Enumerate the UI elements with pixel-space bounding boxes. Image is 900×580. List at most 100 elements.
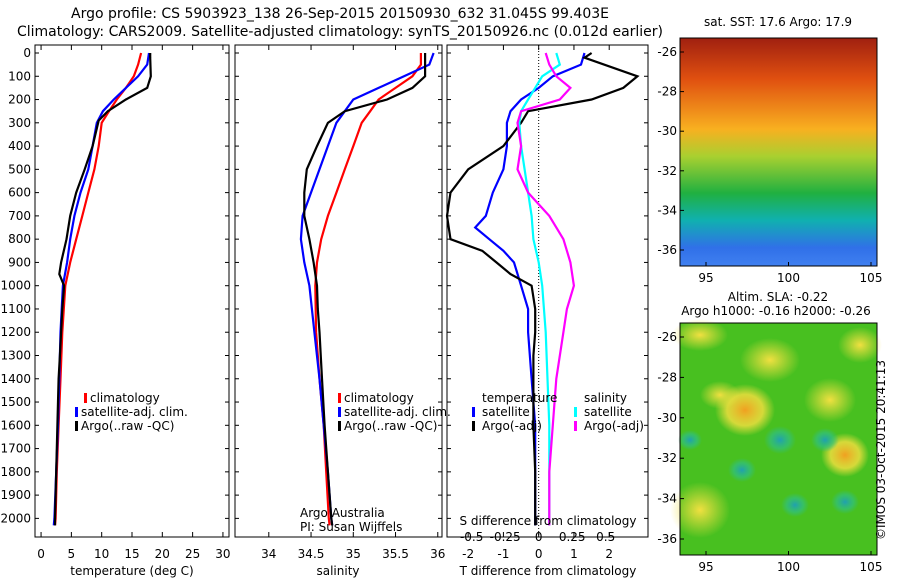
diff-legend-label-sal-satellite: satellite xyxy=(584,405,632,419)
depth-tick-label: 800 xyxy=(8,232,31,246)
depth-tick-label: 1700 xyxy=(0,442,31,456)
diff-series-temperature-satellite xyxy=(473,52,586,526)
diff-xtick-label: 2 xyxy=(605,547,613,561)
sst-lat-label: -36 xyxy=(657,243,677,257)
sla-label-2: Argo h1000: -0.16 h2000: -0.26 xyxy=(681,304,871,318)
temp-xtick-label: 10 xyxy=(94,547,109,561)
sla-lon-label: 100 xyxy=(777,560,800,574)
diff-xtick-label: 0 xyxy=(535,547,543,561)
sst-lon-label: 105 xyxy=(860,271,883,285)
sst-lat-label: -32 xyxy=(657,164,677,178)
depth-tick-label: 600 xyxy=(8,186,31,200)
sst-label: sat. SST: 17.6 Argo: 17.9 xyxy=(704,15,852,29)
sla-map: Altim. SLA: -0.22 Argo h1000: -0.16 h200… xyxy=(657,290,882,574)
diff-legend-label-sal-argo: Argo(-adj) xyxy=(584,419,644,433)
depth-tick-label: 1200 xyxy=(0,325,31,339)
depth-tick-label: 1500 xyxy=(0,395,31,409)
difference-panel: -2 -1 0 1 2 -0.5 -0.25 0 0.25 0.5 S difference f… xyxy=(445,44,649,578)
depth-tick-label: 1800 xyxy=(0,465,31,479)
legend-label-argo: Argo(..raw -QC) xyxy=(81,419,174,433)
difference-legend: temperature salinity satellite Argo(-adj… xyxy=(472,391,644,433)
sal-legend-swatch-satellite xyxy=(338,407,341,417)
salinity-xlabel: salinity xyxy=(316,564,359,578)
sal-series-satellite-adj-clim- xyxy=(299,52,435,526)
imos-credit: ©IMOS 03-Oct-2015 20:41:13 xyxy=(874,359,888,540)
diff-top-tick-label: 0.5 xyxy=(596,530,615,544)
legend-label-satellite: satellite-adj. clim. xyxy=(81,405,188,419)
salinity-panel: 34 34.5 35 35.5 36 salinity climatology sate… xyxy=(234,44,451,578)
diff-xtick-label: -2 xyxy=(462,547,474,561)
header-line-2: Climatology: CARS2009. Satellite-adjuste… xyxy=(16,24,664,40)
depth-tick-label: 100 xyxy=(8,69,31,83)
depth-tick-label: 0 xyxy=(23,46,31,60)
sst-lat-label: -30 xyxy=(657,124,677,138)
temp-xtick-label: 20 xyxy=(155,547,170,561)
depth-tick-label: 1100 xyxy=(0,302,31,316)
temp-xtick-label: 15 xyxy=(124,547,139,561)
depth-tick-label: 1300 xyxy=(0,349,31,363)
sla-lon-label: 105 xyxy=(860,560,883,574)
annotation-pi: PI: Susan Wijffels xyxy=(300,520,402,534)
salinity-axes-frame xyxy=(234,44,443,538)
diff-series-salinity-satellite xyxy=(518,52,562,526)
sla-lat-label: -26 xyxy=(657,330,677,344)
t-difference-label: T difference from climatology xyxy=(459,564,637,578)
depth-tick-label: 1000 xyxy=(0,279,31,293)
depth-tick-label: 1600 xyxy=(0,418,31,432)
diff-top-tick-label: 0 xyxy=(535,530,543,544)
sla-lat-label: -28 xyxy=(657,370,677,384)
depth-tick-label: 700 xyxy=(8,209,31,223)
legend-swatch-argo xyxy=(75,421,78,431)
sal-legend-label-argo: Argo(..raw -QC) xyxy=(344,419,437,433)
sal-xtick-label: 34 xyxy=(261,547,276,561)
sst-lat-label: -34 xyxy=(657,203,677,217)
sla-lat-label: -36 xyxy=(657,532,677,546)
legend-swatch-climatology xyxy=(84,393,87,403)
temp-series-argo-raw-qc- xyxy=(53,53,152,526)
s-difference-label: S difference from climatology xyxy=(460,514,637,528)
diff-xtick-label: -1 xyxy=(497,547,509,561)
diff-legend-swatch-temp-satellite xyxy=(472,407,475,417)
sla-lon-label: 95 xyxy=(698,560,713,574)
sst-map-frame xyxy=(679,37,878,267)
sal-xtick-label: 36 xyxy=(430,547,445,561)
sla-lat-label: -30 xyxy=(657,411,677,425)
depth-tick-label: 400 xyxy=(8,139,31,153)
diff-legend-swatch-sal-satellite xyxy=(574,407,577,417)
sst-lon-label: 95 xyxy=(698,271,713,285)
diff-top-tick-label: -0.25 xyxy=(490,530,521,544)
diff-series-salinity-argo-adj- xyxy=(516,52,576,526)
temperature-panel: 0 5 10 15 20 25 30 0 100 200 300 400 500 600 700 800 90… xyxy=(0,44,231,578)
sla-field-features xyxy=(670,319,882,538)
depth-tick-label: 200 xyxy=(8,93,31,107)
diff-top-tick-label: 0.25 xyxy=(559,530,586,544)
sal-xtick-label: 35 xyxy=(346,547,361,561)
sal-legend-label-satellite: satellite-adj. clim. xyxy=(344,405,451,419)
diff-top-tick-label: -0.5 xyxy=(460,530,483,544)
sal-xtick-label: 34.5 xyxy=(298,547,325,561)
depth-tick-label: 300 xyxy=(8,116,31,130)
depth-tick-label: 1900 xyxy=(0,488,31,502)
legend-title-temperature: temperature xyxy=(482,391,557,405)
temp-xtick-label: 25 xyxy=(185,547,200,561)
legend-swatch-satellite xyxy=(75,407,78,417)
temperature-legend: climatology satellite-adj. clim. Argo(..… xyxy=(75,391,188,433)
depth-tick-label: 1400 xyxy=(0,372,31,386)
sal-legend-swatch-climatology xyxy=(338,393,341,403)
sst-lat-label: -26 xyxy=(657,45,677,59)
depth-tick-label: 500 xyxy=(8,162,31,176)
sst-map: sat. SST: 17.6 Argo: 17.9 -26 -28 -30 -32 -3… xyxy=(657,15,882,285)
sla-lat-label: -32 xyxy=(657,451,677,465)
diff-legend-swatch-sal-argo xyxy=(574,421,577,431)
depth-tick-label: 2000 xyxy=(0,511,31,525)
sal-series-climatology xyxy=(314,53,422,526)
salinity-legend: climatology satellite-adj. clim. Argo(..… xyxy=(338,391,451,433)
legend-label-climatology: climatology xyxy=(90,391,160,405)
diff-xtick-label: 1 xyxy=(570,547,578,561)
annotation-argo-australia: Argo Australia xyxy=(300,506,385,520)
difference-axes-frame xyxy=(446,44,649,538)
sal-legend-swatch-argo xyxy=(338,421,341,431)
header-line-1: Argo profile: CS 5903923_138 26-Sep-2015… xyxy=(71,6,609,22)
